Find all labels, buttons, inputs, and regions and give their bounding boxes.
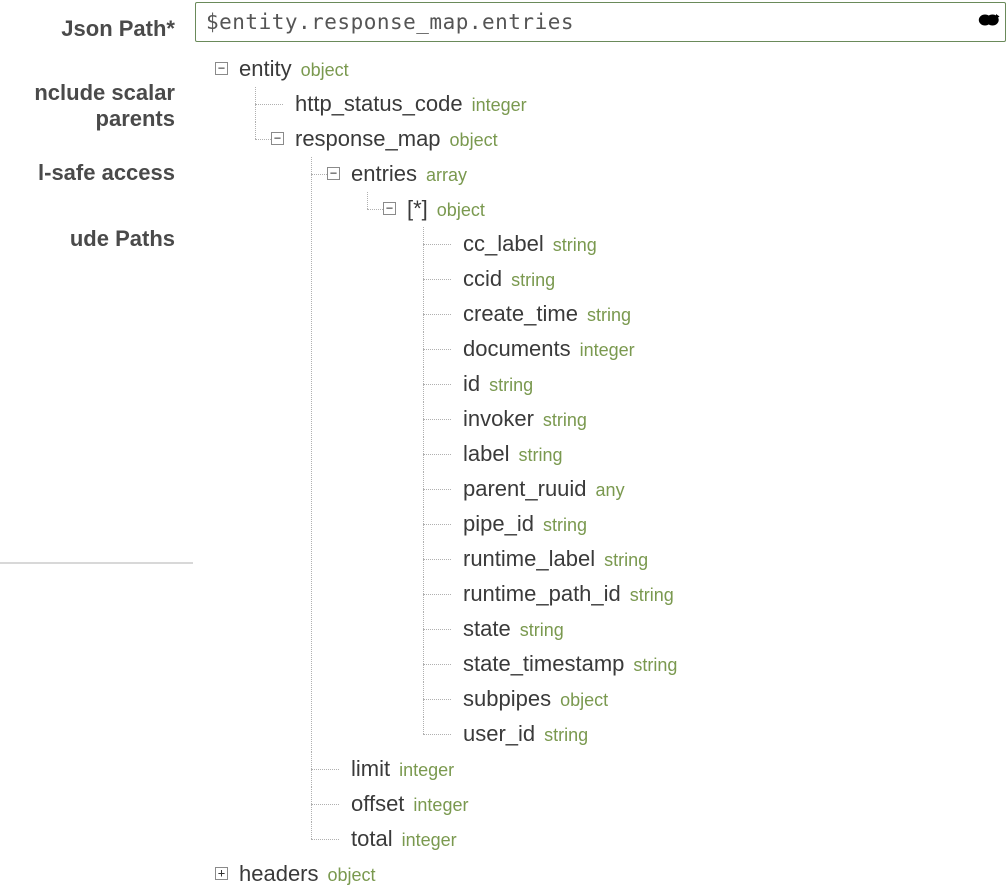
labels-column: Json Path* nclude scalar parents l-safe … [0, 0, 193, 892]
tree-node-name: cc_label [463, 231, 544, 256]
tree-node-type: string [515, 620, 564, 640]
tree-node[interactable]: parent_ruuid any [439, 472, 1008, 507]
include-scalar-parents-label: nclude scalar parents [0, 60, 193, 152]
main-column: −entity objecthttp_status_code integer−r… [193, 0, 1008, 892]
tree-node-type: string [513, 445, 562, 465]
tree-node-name: entity [239, 56, 292, 81]
tree-node-name: create_time [463, 301, 578, 326]
json-path-label: Json Path* [0, 8, 193, 60]
tree-node[interactable]: create_time string [439, 297, 1008, 332]
json-path-input[interactable] [195, 2, 1006, 42]
collapse-icon[interactable]: − [327, 167, 340, 180]
tree-node-type: string [625, 585, 674, 605]
tree-node[interactable]: −entity objecthttp_status_code integer−r… [215, 52, 1008, 857]
tree-node[interactable]: subpipes object [439, 682, 1008, 717]
tree-node[interactable]: invoker string [439, 402, 1008, 437]
tree-node-name: id [463, 371, 480, 396]
exclude-paths-label: ude Paths [0, 222, 193, 282]
tree-node-type: integer [467, 95, 527, 115]
tree-node[interactable]: offset integer [327, 787, 1008, 822]
tree-node-name: offset [351, 791, 404, 816]
tree-node-type: string [582, 305, 631, 325]
tree-node-name: runtime_path_id [463, 581, 621, 606]
tree-node-type: object [296, 60, 349, 80]
suggest-icon[interactable] [978, 9, 1000, 35]
tree-node-type: integer [397, 830, 457, 850]
tree-node-type: object [555, 690, 608, 710]
include-scalar-line2: parents [96, 106, 175, 131]
tree-node-name: pipe_id [463, 511, 534, 536]
tree-node[interactable]: http_status_code integer [271, 87, 1008, 122]
tree-node-name: http_status_code [295, 91, 463, 116]
tree-node-type: array [421, 165, 467, 185]
json-path-input-wrap [195, 2, 1006, 42]
include-scalar-line1: nclude scalar [34, 80, 175, 105]
tree-node[interactable]: runtime_path_id string [439, 577, 1008, 612]
tree-node-name: subpipes [463, 686, 551, 711]
tree-node[interactable]: state_timestamp string [439, 647, 1008, 682]
tree-node-name: documents [463, 336, 571, 361]
tree-node-type: string [506, 270, 555, 290]
tree-node-type: object [323, 865, 376, 885]
tree-node[interactable]: cc_label string [439, 227, 1008, 262]
tree-node[interactable]: −response_map object−entries array−[*] o… [271, 122, 1008, 857]
tree-node-name: runtime_label [463, 546, 595, 571]
tree-node-name: limit [351, 756, 390, 781]
labels-divider [0, 562, 193, 564]
tree-node-type: string [548, 235, 597, 255]
tree-node-name: entries [351, 161, 417, 186]
collapse-icon[interactable]: − [271, 132, 284, 145]
tree-node[interactable]: −entries array−[*] objectcc_label string… [327, 157, 1008, 752]
tree-node-name: label [463, 441, 509, 466]
tree-node-type: object [432, 200, 485, 220]
schema-tree[interactable]: −entity objecthttp_status_code integer−r… [203, 52, 1008, 892]
collapse-icon[interactable]: − [215, 62, 228, 75]
tree-node-name: response_map [295, 126, 441, 151]
tree-node-type: integer [394, 760, 454, 780]
tree-node-type: object [445, 130, 498, 150]
null-safe-access-label: l-safe access [0, 152, 193, 222]
expand-icon[interactable]: + [215, 867, 228, 880]
tree-node-name: [*] [407, 196, 428, 221]
tree-node[interactable]: limit integer [327, 752, 1008, 787]
tree-node-type: string [599, 550, 648, 570]
tree-node[interactable]: + headers object [215, 857, 1008, 892]
tree-node[interactable]: ccid string [439, 262, 1008, 297]
tree-node[interactable]: user_id string [439, 717, 1008, 752]
tree-node-type: integer [408, 795, 468, 815]
tree-node-name: ccid [463, 266, 502, 291]
tree-node-name: total [351, 826, 393, 851]
tree-node-type: integer [575, 340, 635, 360]
tree-node[interactable]: state string [439, 612, 1008, 647]
tree-node[interactable]: pipe_id string [439, 507, 1008, 542]
tree-node-type: string [539, 725, 588, 745]
tree-node-type: string [484, 375, 533, 395]
tree-node-type: string [628, 655, 677, 675]
tree-node[interactable]: total integer [327, 822, 1008, 857]
tree-node-name: parent_ruuid [463, 476, 587, 501]
collapse-icon[interactable]: − [383, 202, 396, 215]
tree-node-name: state_timestamp [463, 651, 624, 676]
tree-node[interactable]: id string [439, 367, 1008, 402]
tree-node-type: string [538, 410, 587, 430]
tree-node-name: user_id [463, 721, 535, 746]
tree-node[interactable]: label string [439, 437, 1008, 472]
tree-node-type: string [538, 515, 587, 535]
tree-node-type: any [591, 480, 625, 500]
tree-node[interactable]: documents integer [439, 332, 1008, 367]
tree-node-name: headers [239, 861, 319, 886]
tree-node[interactable]: runtime_label string [439, 542, 1008, 577]
tree-node-name: invoker [463, 406, 534, 431]
config-panel: Json Path* nclude scalar parents l-safe … [0, 0, 1008, 892]
tree-node[interactable]: −[*] objectcc_label stringccid stringcre… [383, 192, 1008, 752]
tree-node-name: state [463, 616, 511, 641]
